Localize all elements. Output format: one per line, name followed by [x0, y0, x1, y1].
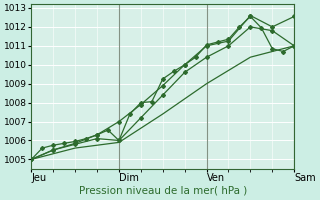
X-axis label: Pression niveau de la mer( hPa ): Pression niveau de la mer( hPa ) [79, 186, 247, 196]
